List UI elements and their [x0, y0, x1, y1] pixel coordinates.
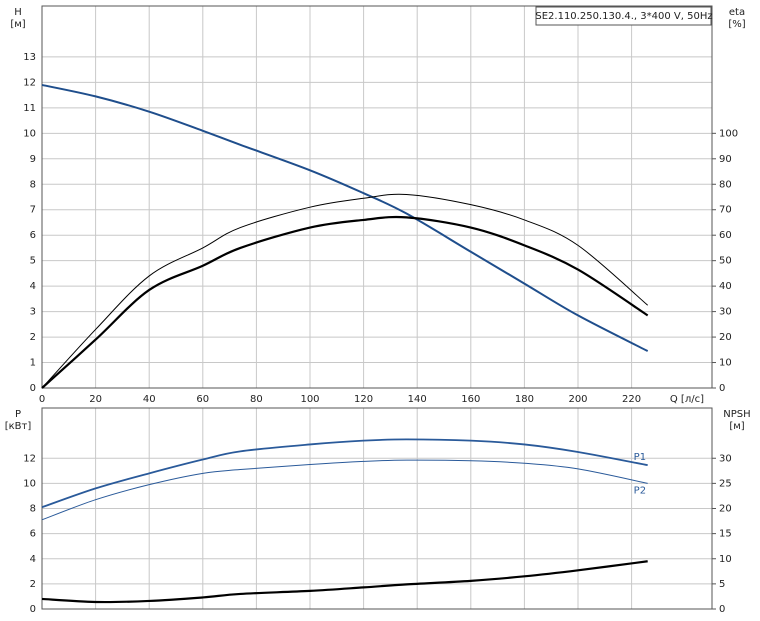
y2-tick-label: 20: [719, 504, 732, 515]
y-tick-label: 7: [30, 205, 36, 216]
y-tick-label: 9: [30, 154, 36, 165]
y2-axis-label: [м]: [729, 421, 744, 432]
y-tick-label: 10: [23, 128, 36, 139]
y2-tick-label: 15: [719, 529, 732, 540]
legend-label: P1: [634, 452, 646, 463]
y2-tick-label: 0: [719, 383, 725, 394]
x-tick-label: 140: [408, 394, 427, 405]
y2-tick-label: 90: [719, 154, 732, 165]
y2-tick-label: 5: [719, 579, 725, 590]
x-axis-label: Q [л/с]: [670, 394, 704, 405]
title-box: [535, 6, 712, 26]
y-tick-label: 0: [30, 604, 36, 615]
x-tick-label: 60: [196, 394, 209, 405]
y-axis-label: [м]: [10, 19, 25, 30]
x-tick-label: 180: [515, 394, 534, 405]
x-tick-label: 200: [568, 394, 587, 405]
y2-tick-label: 25: [719, 478, 732, 489]
y-tick-label: 8: [30, 179, 36, 190]
y-tick-label: 8: [30, 504, 36, 515]
y2-tick-label: 30: [719, 453, 732, 464]
y2-axis-label: eta: [729, 7, 745, 18]
plot-frame: [41, 5, 713, 389]
x-tick-label: 0: [39, 394, 45, 405]
y-tick-label: 12: [23, 77, 36, 88]
y-tick-label: 3: [30, 307, 36, 318]
curve: [41, 560, 648, 604]
curve: [41, 459, 648, 521]
y2-tick-label: 10: [719, 358, 732, 369]
y2-tick-label: 50: [719, 256, 732, 267]
y-axis-label: H: [14, 7, 22, 18]
curve: [41, 215, 649, 389]
y-tick-label: 13: [23, 52, 36, 63]
x-tick-label: 20: [89, 394, 102, 405]
y2-axis-label: [%]: [728, 19, 745, 30]
curve: [41, 83, 649, 352]
plot-frame: [41, 407, 713, 610]
chart-title: SE2.110.250.130.4., 3*400 V, 50Hz: [535, 11, 712, 22]
y2-tick-label: 20: [719, 332, 732, 343]
x-tick-label: 100: [300, 394, 319, 405]
y2-tick-label: 70: [719, 205, 732, 216]
legend-label: P2: [634, 485, 646, 496]
y-tick-label: 0: [30, 383, 36, 394]
y-axis-label: P: [15, 409, 21, 420]
y-tick-label: 12: [23, 453, 36, 464]
y2-tick-label: 100: [719, 128, 738, 139]
y2-tick-label: 60: [719, 230, 732, 241]
x-tick-label: 40: [143, 394, 156, 405]
y-tick-label: 2: [30, 332, 36, 343]
y2-tick-label: 40: [719, 281, 732, 292]
y2-axis-label: NPSH: [723, 409, 750, 420]
x-tick-label: 160: [461, 394, 480, 405]
x-tick-label: 120: [354, 394, 373, 405]
curve: [41, 438, 648, 509]
x-tick-label: 80: [250, 394, 263, 405]
curve: [41, 193, 649, 389]
y-tick-label: 4: [30, 281, 36, 292]
y-axis-label: [кВт]: [5, 421, 32, 432]
y-tick-label: 6: [30, 230, 36, 241]
y-tick-label: 5: [30, 256, 36, 267]
y-tick-label: 11: [23, 103, 36, 114]
y2-tick-label: 80: [719, 179, 732, 190]
y-tick-label: 1: [30, 358, 36, 369]
y2-tick-label: 10: [719, 554, 732, 565]
y2-tick-label: 30: [719, 307, 732, 318]
y-tick-label: 4: [30, 554, 36, 565]
y2-tick-label: 0: [719, 604, 725, 615]
y-tick-label: 2: [30, 579, 36, 590]
y-tick-label: 6: [30, 529, 36, 540]
y-tick-label: 10: [23, 478, 36, 489]
x-tick-label: 220: [622, 394, 641, 405]
